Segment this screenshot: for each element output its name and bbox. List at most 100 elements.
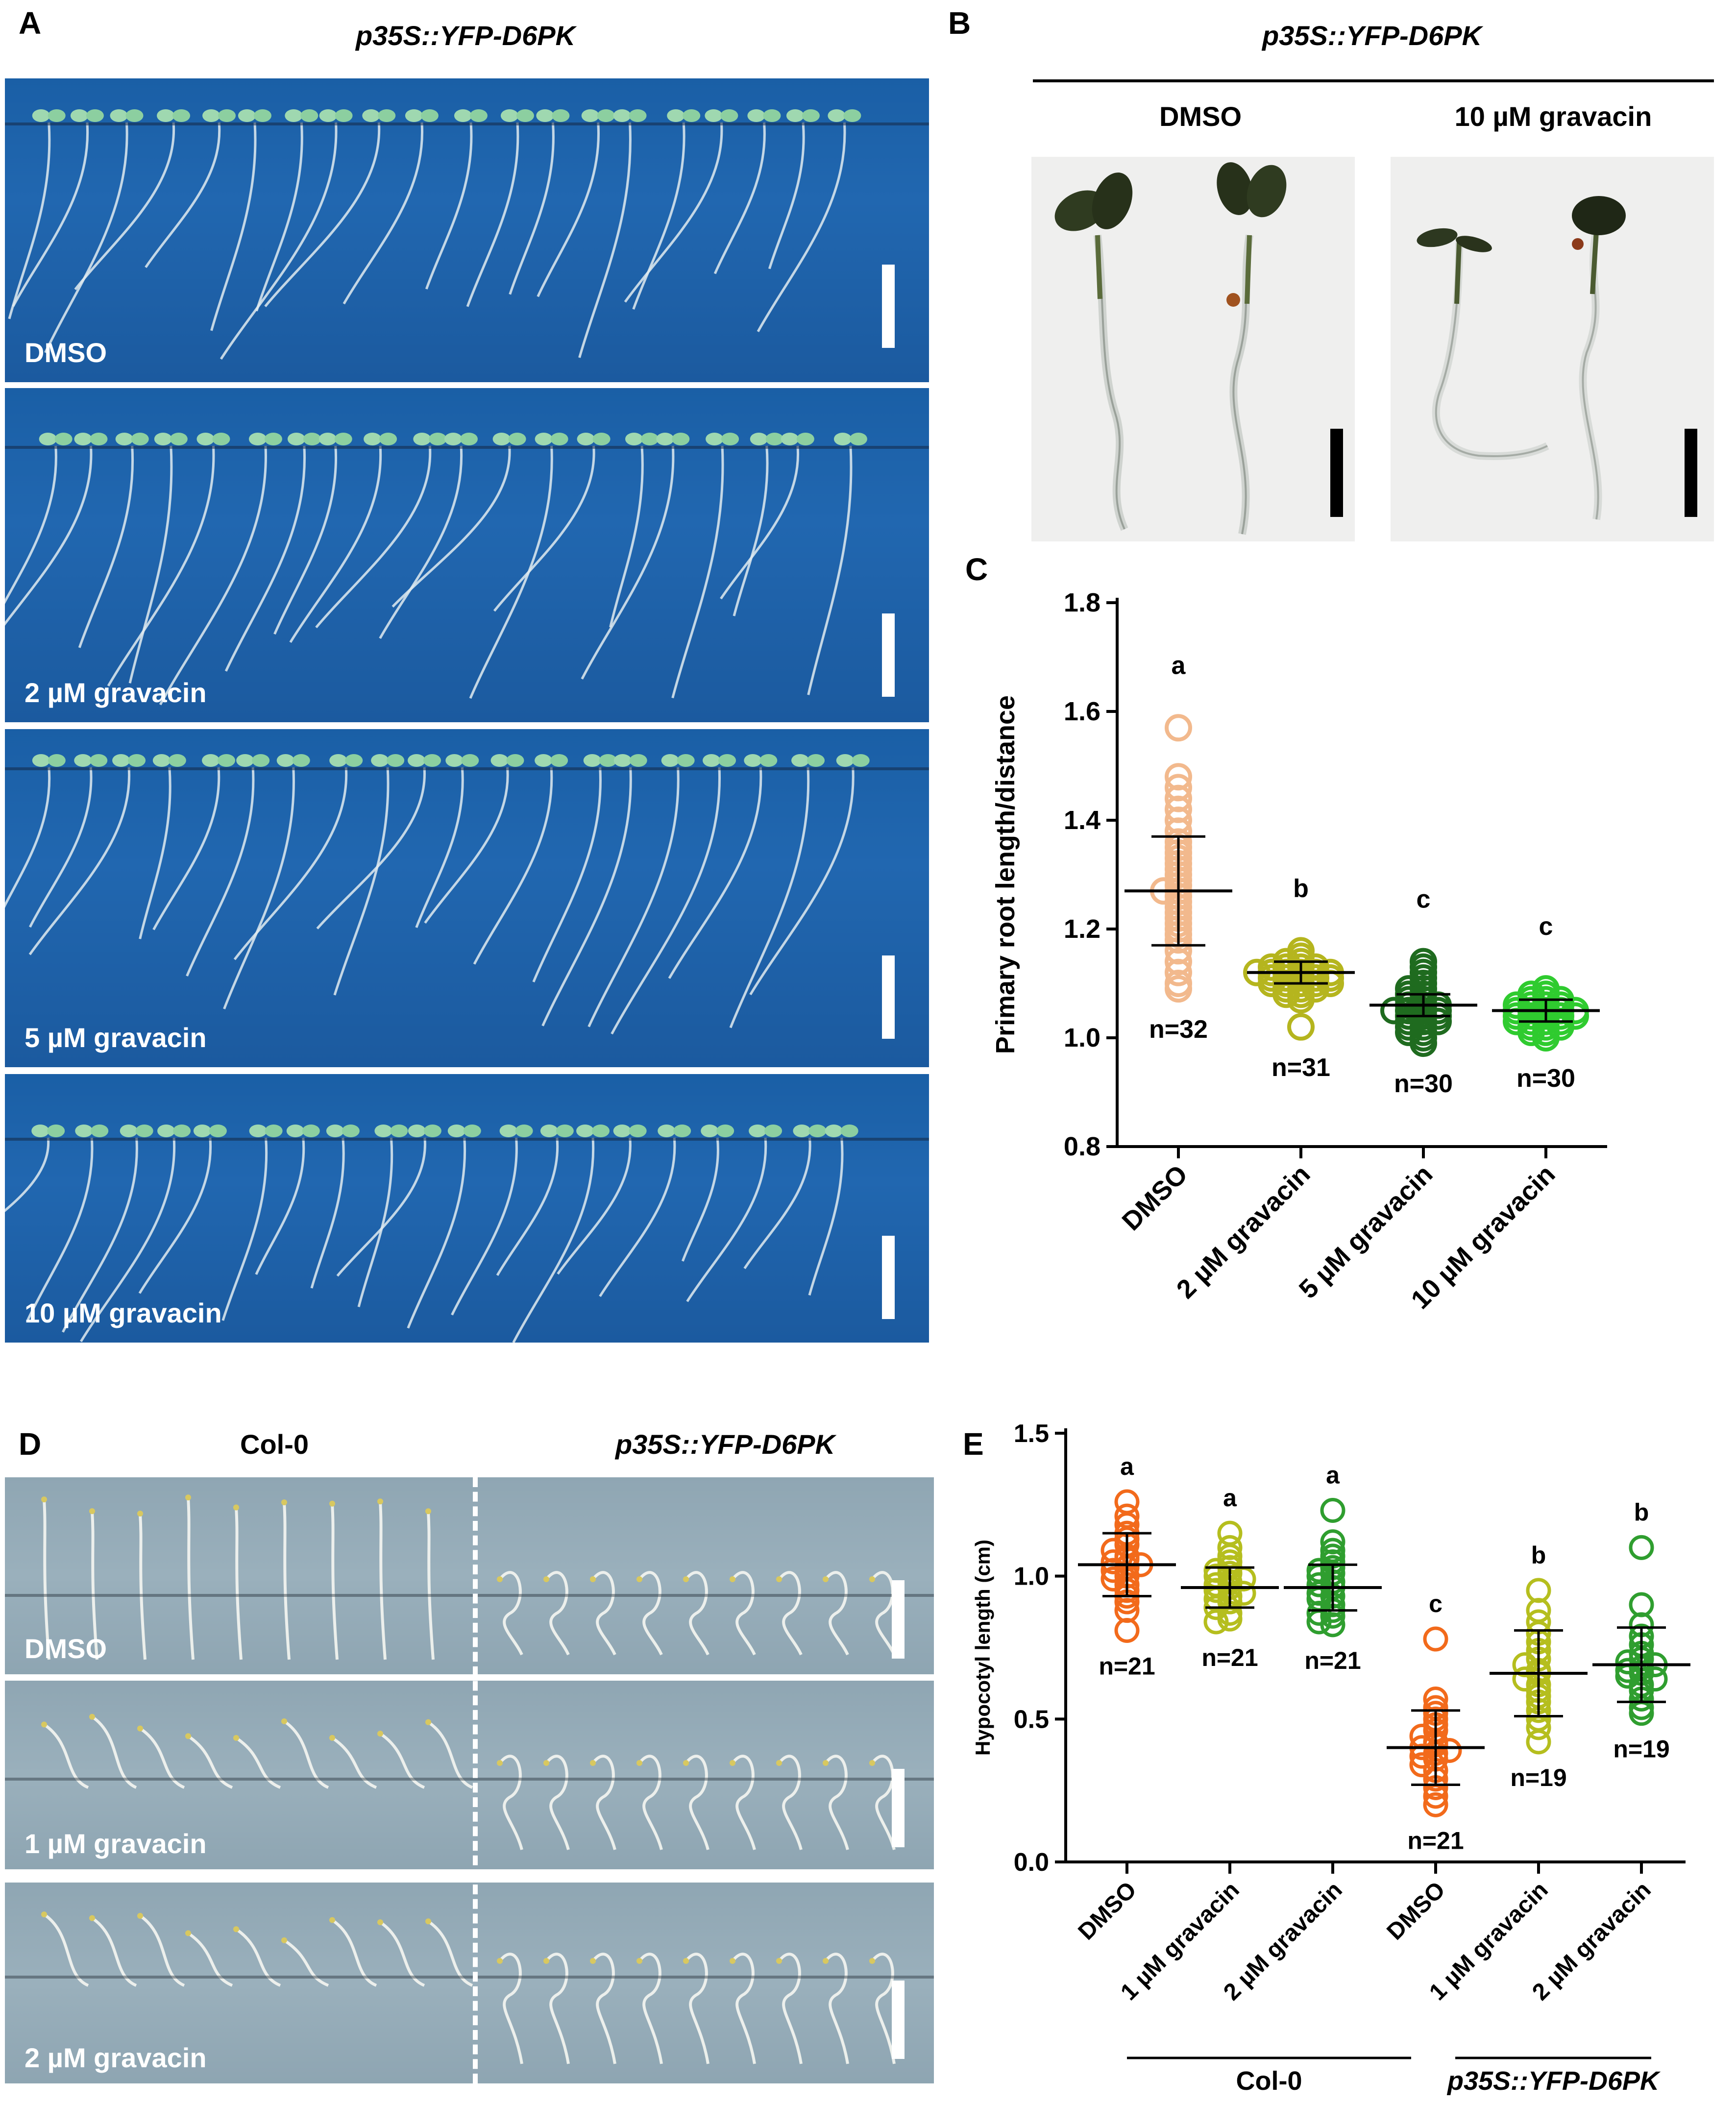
seedling-leaf	[683, 109, 701, 122]
seedling-tip	[497, 1958, 503, 1964]
seedling-leaf	[248, 433, 267, 445]
seedling-leaf	[592, 433, 611, 445]
seedling-tip	[776, 1958, 782, 1964]
hypocotyl	[824, 1755, 849, 1850]
seedling-tip	[377, 1731, 383, 1737]
seedling-leaf	[661, 754, 679, 767]
hypocotyl	[824, 1953, 849, 2064]
hypocotyl	[91, 1715, 137, 1789]
hypocotyl	[427, 1511, 435, 1660]
n-label: n=21	[1201, 1644, 1258, 1671]
seedling-leaf	[408, 1125, 426, 1137]
significance-letter: c	[1429, 1590, 1443, 1617]
seedling-tip	[636, 1760, 642, 1766]
seedling-leaf	[135, 1125, 153, 1137]
seedling-leaf	[515, 1125, 533, 1137]
seedling-leaf	[445, 754, 464, 767]
data-point	[1100, 1549, 1126, 1574]
seedling-tip	[41, 1911, 47, 1918]
plate-a-2um: 2 µM gravacin	[5, 388, 929, 722]
hypocotyl	[331, 1919, 377, 1987]
seedling-tip	[730, 1958, 735, 1964]
seedling-leaf	[629, 109, 647, 122]
significance-letter: c	[1539, 912, 1553, 941]
seedling-leaf	[302, 1125, 320, 1137]
seedling-root	[537, 122, 600, 297]
data-point	[1409, 1752, 1435, 1778]
seedling-root	[62, 1137, 138, 1333]
plate-a-5um: 5 µM gravacin	[5, 729, 929, 1067]
seedling-leaf	[379, 433, 397, 445]
seedling-leaf	[765, 433, 783, 445]
seedling-leaf	[303, 433, 321, 445]
seedling-leaf	[196, 433, 215, 445]
seedling-tip	[636, 1576, 642, 1582]
seedling-leaf	[345, 754, 363, 767]
seedling-tip	[233, 1926, 239, 1933]
seedlings-d-2	[41, 1713, 896, 1850]
y-tick-label: 1.5	[1014, 1421, 1049, 1448]
plate-a-10um: 10 µM gravacin	[5, 1074, 929, 1343]
seedling-leaf	[128, 754, 146, 767]
data-point	[1100, 1558, 1126, 1583]
hypocotyl	[778, 1755, 803, 1850]
seedling-leaf	[212, 433, 230, 445]
seedling-tip	[869, 1576, 875, 1582]
seedling-root	[78, 445, 134, 648]
seedling-leaf	[625, 433, 643, 445]
data-point	[1437, 1738, 1462, 1763]
seedling-root	[609, 445, 644, 628]
seedling-root	[624, 122, 723, 303]
seedling-root	[671, 445, 724, 699]
seedling-root	[681, 1137, 719, 1262]
x-category-label: DMSO	[1117, 1159, 1194, 1236]
seedling-leaf	[552, 109, 570, 122]
n-label: n=31	[1271, 1053, 1330, 1082]
seedling-leaf	[319, 109, 337, 122]
seedling-root	[668, 767, 762, 979]
plate-a-label-5um: 5 µM gravacin	[24, 1022, 207, 1053]
hypocotyl	[43, 1723, 89, 1789]
hypocotyl	[187, 1735, 233, 1789]
seedling-leaf	[640, 433, 659, 445]
hypocotyl	[235, 1737, 281, 1789]
seedlings-a-2	[5, 433, 867, 706]
panel-b-title: p35S::YFP-D6PK	[1262, 20, 1482, 51]
seedling-root	[632, 122, 685, 310]
photo-b-dmso	[1031, 157, 1355, 541]
panel-d-divider	[473, 1477, 478, 2083]
seedling-tip	[823, 1958, 829, 1964]
significance-letter: a	[1120, 1453, 1134, 1480]
seedling-leaf	[490, 754, 509, 767]
seedling-leaf	[74, 433, 92, 445]
seedling-root	[451, 1137, 518, 1316]
hypocotyl	[685, 1953, 709, 2064]
seedling-leaf	[828, 109, 846, 122]
seedling-root	[145, 122, 221, 269]
panel-d-col-header-col0: Col-0	[240, 1429, 309, 1460]
seedling-root	[210, 122, 257, 331]
seedling-leaf	[91, 1125, 109, 1137]
hypocotyl	[498, 1755, 523, 1850]
panel-b-condition-gravacin: 10 µM gravacin	[1454, 101, 1652, 132]
seedling-leaf	[500, 109, 518, 122]
seedling-root	[255, 122, 303, 312]
hypocotyl	[638, 1953, 663, 2064]
hypocotyl	[187, 1497, 195, 1660]
seedling-leaf	[110, 109, 128, 122]
seedling-root	[139, 767, 171, 939]
hypocotyl	[871, 1571, 896, 1656]
data-point	[1231, 1581, 1256, 1606]
seedling-leaf	[781, 433, 799, 445]
seedling-leaf	[444, 433, 462, 445]
data-point	[1203, 1609, 1229, 1635]
seedling-leaf	[836, 754, 854, 767]
seedling-leaf	[54, 433, 73, 445]
seedling-root	[5, 445, 57, 604]
seedling-root	[28, 767, 93, 928]
seedling-leaf	[744, 754, 762, 767]
hypocotyl	[824, 1571, 849, 1656]
seedling-tip	[89, 1713, 95, 1720]
plate-a-label-10um: 10 µM gravacin	[24, 1297, 222, 1328]
seedling-root	[532, 767, 602, 983]
